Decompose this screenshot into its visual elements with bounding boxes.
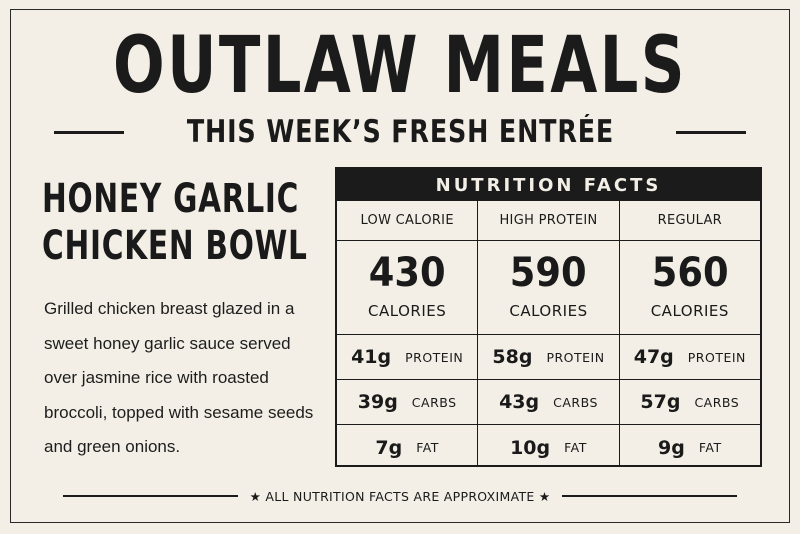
carbs-label: CARBS xyxy=(411,394,457,410)
subtitle-row: THIS WEEK’S FRESH ENTRÉE xyxy=(0,114,800,150)
nutrition-facts-heading: NUTRITION FACTS xyxy=(337,169,760,201)
calorie-value: 590 xyxy=(510,250,587,296)
option-label: LOW CALORIE xyxy=(337,201,478,241)
dish-title: HONEY GARLIC CHICKEN BOWL xyxy=(42,176,308,270)
carbs-row: 39g CARBS xyxy=(337,380,478,425)
footer-row: ★ ALL NUTRITION FACTS ARE APPROXIMATE ★ xyxy=(0,486,800,506)
protein-value: 47g xyxy=(633,346,674,368)
option-regular: REGULAR 560 CALORIES 47g PROTEIN 57g CAR… xyxy=(618,201,760,465)
calorie-value: 430 xyxy=(368,250,446,296)
fat-row: 7g FAT xyxy=(337,425,477,470)
dish-title-line-1: HONEY GARLIC xyxy=(42,176,300,222)
protein-label: PROTEIN xyxy=(546,349,605,365)
carbs-value: 57g xyxy=(640,391,681,413)
calorie-label: CALORIES xyxy=(368,302,447,320)
protein-label: PROTEIN xyxy=(405,349,464,365)
calorie-value: 560 xyxy=(651,250,729,296)
footer-divider-right xyxy=(562,495,738,497)
carbs-value: 43g xyxy=(499,391,540,413)
option-label: REGULAR xyxy=(619,201,760,241)
footer-note: ★ ALL NUTRITION FACTS ARE APPROXIMATE ★ xyxy=(249,488,551,504)
fat-row: 9g FAT xyxy=(620,425,760,470)
divider-right xyxy=(676,130,747,134)
fat-row: 10g FAT xyxy=(478,425,618,470)
dish-title-line-2: CHICKEN BOWL xyxy=(42,223,308,269)
option-low-calorie: LOW CALORIE 430 CALORIES 41g PROTEIN 39g… xyxy=(337,201,478,465)
calorie-box: 590 CALORIES xyxy=(478,241,619,335)
option-label: HIGH PROTEIN xyxy=(478,201,619,241)
fat-value: 7g xyxy=(375,436,403,459)
protein-value: 58g xyxy=(492,346,533,368)
brand-title: OUTLAW MEALS xyxy=(113,21,687,111)
option-high-protein: HIGH PROTEIN 590 CALORIES 58g PROTEIN 43… xyxy=(477,201,619,465)
carbs-label: CARBS xyxy=(694,394,740,410)
divider-left xyxy=(53,130,124,134)
fat-label: FAT xyxy=(698,440,722,455)
dish-description: Grilled chicken breast glazed in a sweet… xyxy=(44,299,314,456)
carbs-row: 43g CARBS xyxy=(478,380,619,425)
page-border xyxy=(10,9,790,523)
carbs-value: 39g xyxy=(357,391,398,413)
fat-label: FAT xyxy=(416,440,439,455)
protein-value: 41g xyxy=(351,346,392,368)
nutrition-facts-table: NUTRITION FACTS LOW CALORIE 430 CALORIES… xyxy=(335,167,762,467)
fat-label: FAT xyxy=(564,440,587,455)
protein-row: 58g PROTEIN xyxy=(478,335,619,380)
carbs-row: 57g CARBS xyxy=(619,380,760,425)
protein-label: PROTEIN xyxy=(687,349,746,365)
calorie-box: 560 CALORIES xyxy=(619,241,760,335)
protein-row: 41g PROTEIN xyxy=(337,335,478,380)
calorie-label: CALORIES xyxy=(509,302,588,320)
footer-divider-left xyxy=(62,495,238,497)
calorie-label: CALORIES xyxy=(650,302,729,320)
carbs-label: CARBS xyxy=(553,394,598,410)
subtitle: THIS WEEK’S FRESH ENTRÉE xyxy=(186,114,614,150)
calorie-box: 430 CALORIES xyxy=(337,241,478,335)
fat-value: 9g xyxy=(658,436,685,459)
fat-value: 10g xyxy=(510,436,551,459)
protein-row: 47g PROTEIN xyxy=(619,335,760,380)
